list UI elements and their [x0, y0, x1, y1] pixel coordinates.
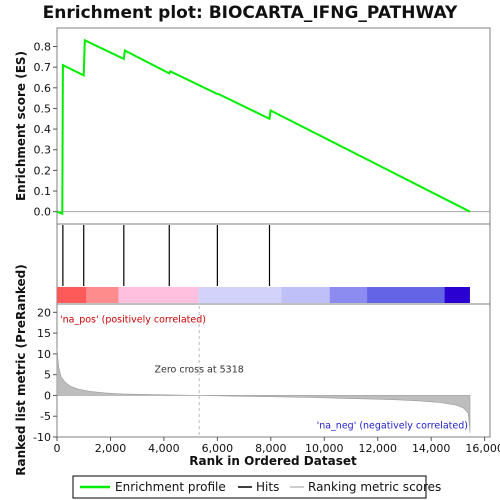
es-y-axis-ticks: 0.0 0.1 0.2 0.3 0.4 0.5 0.6 0.7 0.8 [34, 41, 57, 219]
ranked-axis-label: Ranked list metric (PreRanked) [14, 264, 28, 476]
x-tick-label: 10,000 [305, 442, 344, 455]
enrichment-profile-line [56, 38, 471, 216]
x-tick-label: 4,000 [148, 442, 180, 455]
color-bar-segment [57, 287, 87, 303]
ranking-metric-area [56, 347, 471, 433]
zero-cross-label: Zero cross at 5318 [155, 365, 244, 376]
rank-color-bar [57, 287, 470, 303]
ranked-y-tick-label: 5 [44, 369, 51, 382]
legend-ranking-label: Ranking metric scores [308, 480, 441, 494]
x-tick-label: 2,000 [95, 442, 127, 455]
es-y-tick-label: 0.3 [34, 144, 52, 157]
color-bar-segment [367, 287, 445, 303]
es-y-tick-label: 0.0 [34, 206, 52, 219]
color-bar-segment [444, 287, 470, 303]
es-y-tick-label: 0.7 [34, 61, 52, 74]
color-bar-segment [329, 287, 368, 303]
chart-title: Enrichment plot: BIOCARTA_IFNG_PATHWAY [43, 3, 458, 23]
ranked-y-tick-label: 20 [37, 306, 51, 319]
legend-enrichment-label: Enrichment profile [115, 480, 226, 494]
x-tick-label: 14,000 [412, 442, 451, 455]
x-axis-label: Rank in Ordered Dataset [189, 454, 357, 468]
positive-correlation-label: 'na_pos' (positively correlated) [60, 315, 206, 326]
x-tick-label: 0 [54, 442, 61, 455]
es-axis-label: Enrichment score (ES) [14, 51, 28, 201]
es-y-tick-label: 0.8 [34, 41, 52, 54]
es-y-tick-label: 0.6 [34, 82, 52, 95]
color-bar-segment [198, 287, 282, 303]
ranked-y-tick-label: -5 [40, 410, 51, 423]
x-tick-label: 6,000 [202, 442, 234, 455]
es-y-tick-label: 0.2 [34, 164, 52, 177]
ranked-y-tick-label: 15 [37, 327, 51, 340]
x-axis-ticks: 0 2,000 4,000 6,000 8,000 10,000 12,000 14,000 1… [54, 437, 500, 455]
es-y-tick-label: 0.4 [34, 123, 52, 136]
ranked-y-axis-ticks: -10 -5 0 5 10 15 20 [33, 306, 57, 444]
es-y-tick-label: 0.5 [34, 102, 52, 115]
x-tick-label: 12,000 [358, 442, 397, 455]
color-bar-segment [118, 287, 199, 303]
color-bar-segment [86, 287, 119, 303]
ranked-y-tick-label: -10 [33, 431, 51, 444]
x-tick-label: 8,000 [255, 442, 287, 455]
color-bar-segment [281, 287, 330, 303]
hit-markers [62, 225, 271, 286]
es-y-tick-label: 0.1 [34, 185, 52, 198]
legend-hits-label: Hits [256, 480, 279, 494]
negative-correlation-label: 'na_neg' (negatively correlated) [317, 421, 468, 432]
es-panel-frame [56, 27, 491, 225]
ranked-y-tick-label: 0 [44, 389, 51, 402]
ranked-y-tick-label: 10 [37, 348, 51, 361]
x-tick-label: 16,000 [465, 442, 500, 455]
